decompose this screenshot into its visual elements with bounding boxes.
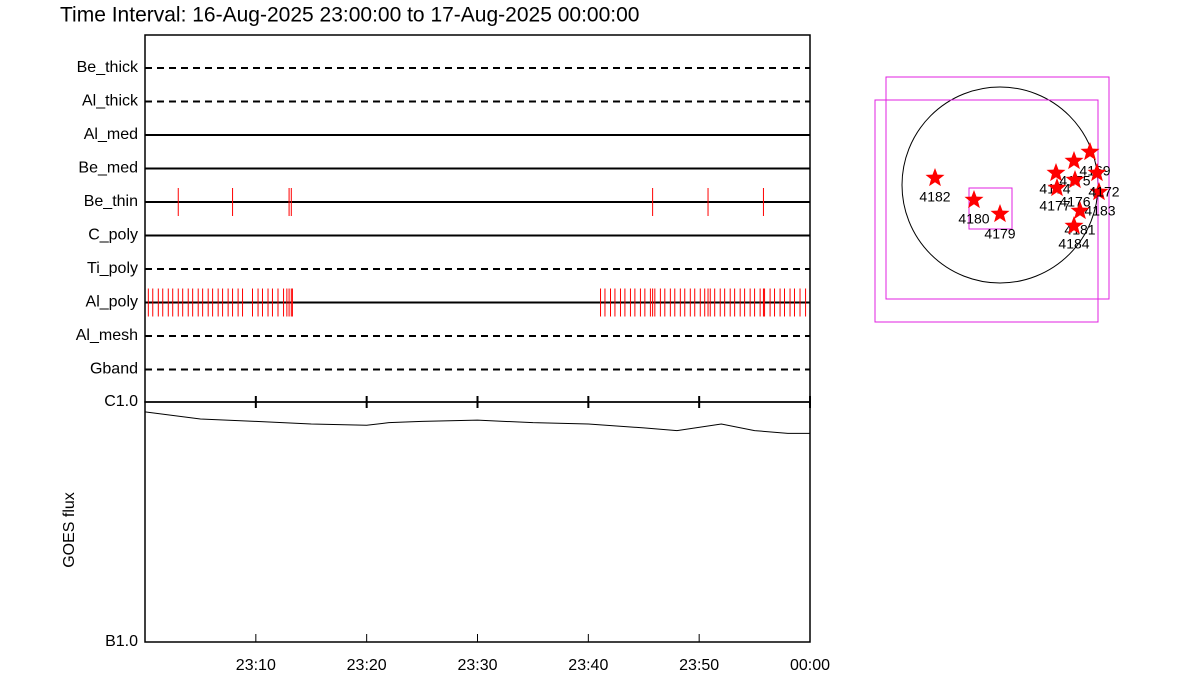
region-label: 4182 [919,189,950,205]
region-star [1064,151,1084,170]
x-tick-label: 23:50 [679,657,719,674]
x-tick-label: 23:40 [568,657,608,674]
region-label: 4176 [1059,194,1090,210]
region-star [925,168,945,187]
fov-box [968,187,1013,230]
flux-line [144,411,810,434]
filter-label: Gband [90,361,138,378]
x-tick-label: 23:30 [457,657,497,674]
region-star [1064,216,1084,235]
region-star [1046,163,1066,182]
region-star [964,190,984,209]
y-tick-label: C1.0 [104,393,138,410]
fov-box [885,76,1110,300]
region-star [1089,182,1109,201]
y-tick-label: B1.0 [105,633,138,650]
filter-label: C_poly [88,227,138,244]
filter-label: Al_poly [86,294,138,311]
region-label: 4183 [1084,203,1115,219]
region-star [1087,163,1107,182]
region-star [1070,201,1090,220]
region-label: 4180 [958,211,989,227]
region-label: 4172 [1088,184,1119,200]
region-star [1080,142,1100,161]
region-star [1065,170,1085,189]
x-tick-label: 00:00 [790,657,830,674]
filter-label: Al_mesh [76,327,138,344]
filter-label: Be_med [78,160,138,177]
chart-title: Time Interval: 16-Aug-2025 23:00:00 to 1… [60,4,639,27]
filter-label: Be_thin [84,193,138,210]
goes-panel [144,401,811,643]
region-star [1047,178,1067,197]
region-label: 4177 [1039,198,1070,214]
x-tick-label: 23:10 [236,657,276,674]
region-label: 4184 [1058,236,1089,252]
x-tick-label: 23:20 [347,657,387,674]
fov-box [874,99,1099,323]
filter-label: Be_thick [77,59,139,76]
filter-label: Al_med [84,126,138,143]
region-star [990,204,1010,223]
y-axis-label: GOES flux [61,492,78,568]
region-label: 4179 [984,226,1015,242]
filter-panel [144,34,811,403]
filter-label: Al_thick [82,93,139,110]
filter-label: Ti_poly [87,260,138,277]
